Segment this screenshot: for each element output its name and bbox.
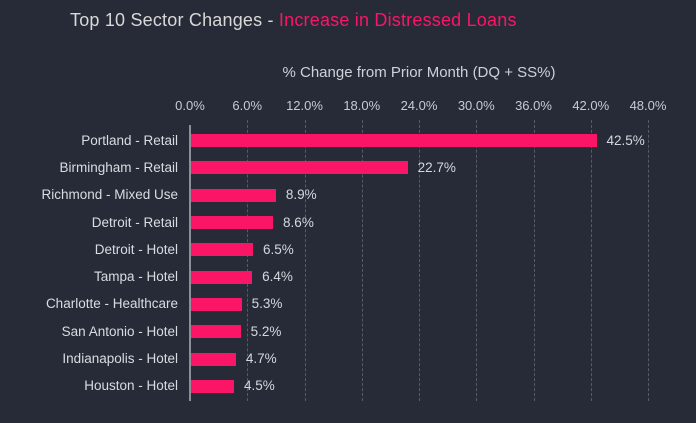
value-label: 5.3% bbox=[251, 296, 283, 312]
chart-title-highlight: Increase in Distressed Loans bbox=[278, 10, 517, 30]
bar[interactable] bbox=[191, 379, 234, 393]
bar[interactable] bbox=[191, 325, 241, 339]
gridline bbox=[304, 120, 306, 401]
value-label: 4.7% bbox=[245, 351, 277, 367]
category-label: Birmingham - Retail bbox=[59, 159, 178, 175]
y-axis-line bbox=[189, 125, 191, 401]
category-label: Tampa - Hotel bbox=[93, 269, 178, 285]
bar[interactable] bbox=[191, 134, 597, 148]
chart-title: Top 10 Sector Changes - Increase in Dist… bbox=[70, 10, 517, 31]
category-label: Detroit - Retail bbox=[91, 214, 178, 230]
value-label: 6.5% bbox=[263, 241, 294, 257]
gridline bbox=[247, 120, 249, 401]
gridline bbox=[648, 120, 649, 401]
gridline bbox=[590, 120, 592, 401]
category-label: Portland - Retail bbox=[81, 132, 178, 148]
value-label: 6.4% bbox=[262, 269, 293, 285]
x-axis-title: % Change from Prior Month (DQ + SS%) bbox=[282, 64, 556, 81]
bar[interactable] bbox=[191, 216, 274, 230]
category-label: Detroit - Hotel bbox=[94, 241, 178, 257]
bar[interactable] bbox=[191, 188, 276, 202]
category-label: San Antonio - Hotel bbox=[61, 323, 178, 339]
x-axis-tick-label: 48.0% bbox=[629, 98, 667, 113]
value-label: 4.5% bbox=[243, 378, 275, 394]
bar[interactable] bbox=[191, 270, 253, 284]
x-axis-tick-label: 18.0% bbox=[343, 98, 381, 113]
gridline bbox=[476, 120, 478, 401]
bar[interactable] bbox=[191, 243, 254, 257]
value-label: 5.2% bbox=[250, 323, 282, 339]
chart-title-prefix: Top 10 Sector Changes - bbox=[70, 10, 279, 30]
bar[interactable] bbox=[191, 161, 408, 175]
gridline bbox=[533, 120, 535, 401]
value-label: 8.9% bbox=[285, 187, 317, 203]
x-axis-tick-label: 42.0% bbox=[572, 98, 610, 113]
x-axis-tick-label: 6.0% bbox=[232, 98, 263, 113]
x-axis-tick-label: 24.0% bbox=[400, 98, 438, 113]
gridline bbox=[361, 120, 363, 401]
category-label: Houston - Hotel bbox=[84, 378, 178, 394]
value-label: 22.7% bbox=[417, 159, 456, 175]
x-axis-tick-label: 36.0% bbox=[515, 98, 552, 113]
gridline bbox=[419, 120, 420, 401]
category-label: Richmond - Mixed Use bbox=[41, 187, 178, 203]
value-label: 8.6% bbox=[283, 214, 314, 230]
value-label: 42.5% bbox=[606, 132, 645, 148]
x-axis-tick-label: 12.0% bbox=[286, 98, 323, 113]
bar[interactable] bbox=[191, 297, 242, 311]
category-label: Charlotte - Healthcare bbox=[45, 296, 178, 312]
bar[interactable] bbox=[191, 352, 236, 366]
x-axis-tick-label: 30.0% bbox=[457, 98, 495, 113]
x-axis-tick-label: 0.0% bbox=[175, 98, 205, 113]
category-label: Indianapolis - Hotel bbox=[62, 351, 178, 367]
